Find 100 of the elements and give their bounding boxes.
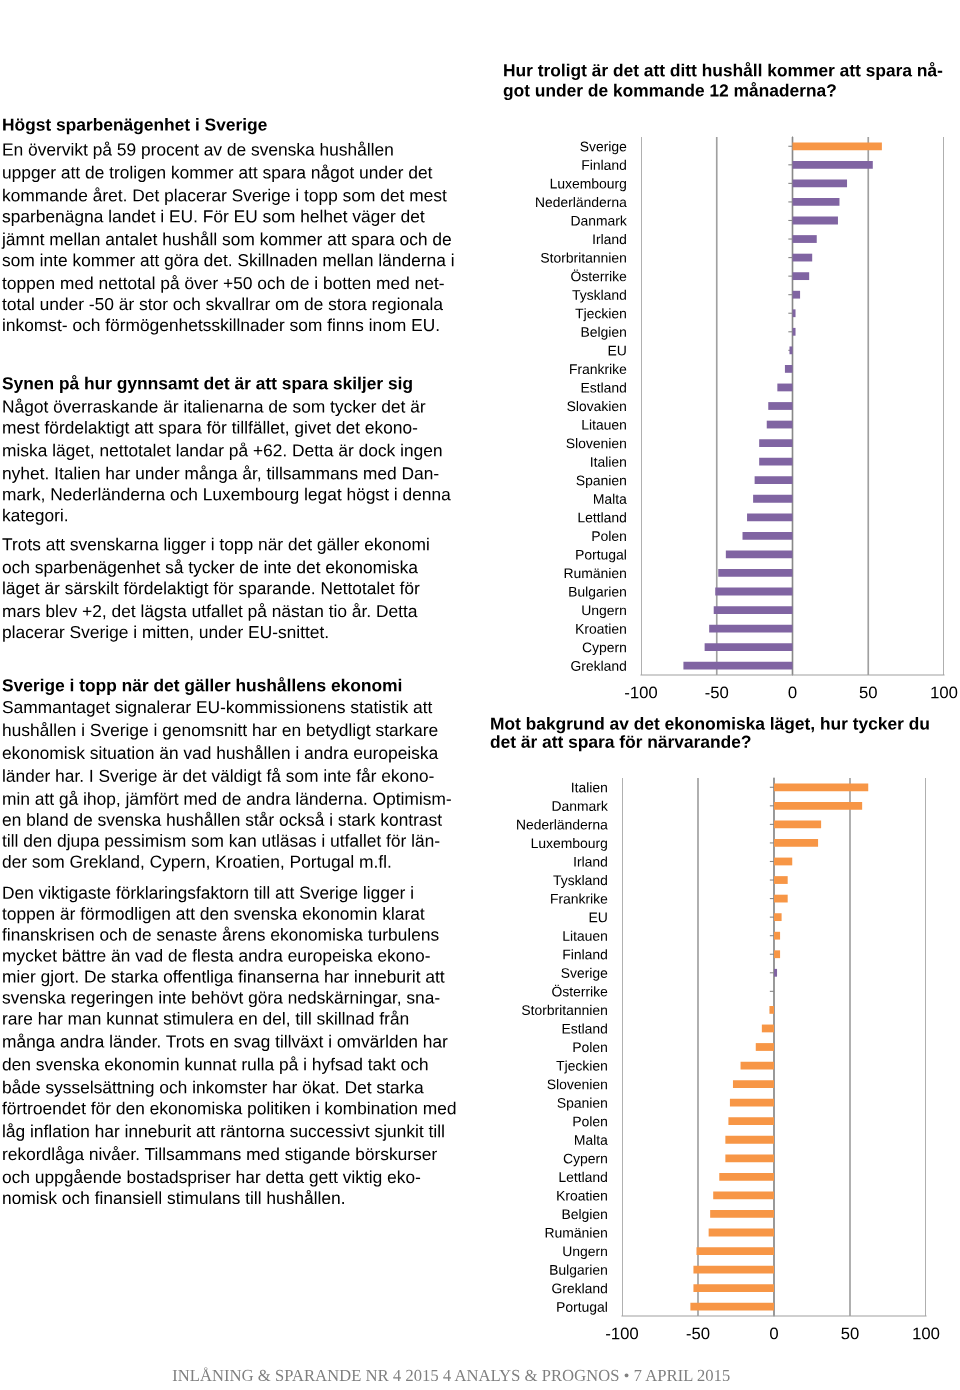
x-tick-label: 0 (788, 686, 797, 699)
y-tick-label: Irland (574, 856, 607, 867)
x-tick-label: -100 (625, 686, 658, 699)
x-tick-label: 0 (770, 1327, 778, 1340)
y-tick-label: Österrike (552, 984, 608, 997)
y-tick-label: Malta (575, 1134, 608, 1145)
bar (755, 1043, 774, 1051)
bar (792, 235, 817, 243)
y-tick-label: Bulgarien (569, 586, 626, 600)
y-tick-label: Polen (573, 1041, 607, 1053)
y-tick-label: Storbritannien (522, 1004, 607, 1016)
text: Synen på hur gynnsamt det är att spara skiljer sig (2, 375, 412, 393)
bar (768, 402, 793, 410)
y-tick-label: Litauen (563, 930, 607, 941)
y-tick-label: Polen (592, 530, 626, 542)
y-tick-label: Tyskland (553, 875, 607, 888)
y-tick-label: Polen (573, 1116, 607, 1127)
bar (725, 1135, 774, 1144)
text: Högst sparbenägenhet i Sverige (3, 118, 267, 135)
y-tick-label: Portugal (557, 1301, 607, 1315)
y-tick-label: Spanien (576, 475, 626, 489)
y-tick-label: Grekland (571, 660, 626, 671)
bar (774, 876, 788, 884)
bar (774, 839, 819, 847)
y-tick-label: Frankrike (570, 363, 627, 375)
text: En övervikt på 59 procent av de svenska hushållen uppger att de troligen kommer att spara något under det kommande året. Det placerar Sverige i topp som det mest sparbenägna landet i EU. För EU som helhet väger det jämnt mellan antalet hushåll som kommer att spara och de som inte kommer att göra det. Skillnaden mellan länderna i toppen med nettotal på över +50 och de i botten med net- total under -50 är stor och skvallrar om de stora regionala inkomst- och förmögenhetsskillnader som finns inom EU. (1, 141, 454, 335)
y-tick-label: Kroatien (557, 1190, 607, 1201)
y-tick-label: Danmark (552, 800, 608, 811)
y-tick-label: Luxembourg (550, 178, 626, 192)
bar (713, 1191, 774, 1200)
y-tick-label: Litauen (582, 419, 626, 430)
y-tick-label: Slovenien (547, 1079, 607, 1090)
y-tick-label: Italien (591, 456, 626, 467)
bar (759, 439, 793, 447)
y-tick-label: Luxembourg (531, 837, 607, 851)
x-tick-label: -50 (686, 1327, 710, 1340)
bar (774, 894, 788, 903)
bar (715, 587, 793, 596)
y-tick-label: Irland (593, 234, 626, 245)
bar (792, 142, 882, 151)
bar (754, 476, 793, 485)
bar (792, 160, 873, 169)
bar (683, 661, 793, 670)
y-tick-label: Malta (594, 493, 627, 504)
bar (690, 1302, 774, 1311)
y-tick-label: Finland (582, 159, 626, 170)
bar (693, 1265, 774, 1274)
text: Något överraskande är italienarna de som tycker det är mest fördelaktigt att spara för tillfället, givet det ekono- miska läget, nettotalet landar på +62. Detta är dock ingen nyhet. Italien har under många år, tillsammans med Dan- mark, Nederländerna och Luxembourg legat högst i denna kategori. (3, 398, 451, 525)
bar (774, 950, 781, 959)
text: INLÅNING & SPARANDE NR 4 2015 4 ANALYS & PROGNOS • 7 APRIL 2015 (172, 1367, 730, 1382)
y-tick-label: Spanien (557, 1097, 607, 1111)
text: Trots att svenskarna ligger i topp när det gäller ekonomi och sparbenägenhet så tycker de inte det ekonomiska läget är särskilt fördelaktigt för sparande. Nettotalet för mars blev +2, det lägsta utfallet på nästan tio år. Detta placerar Sverige i mitten, under EU-snittet. (2, 537, 429, 642)
text: Sammantaget signalerar EU-kommissionens statistik att hushållen i Sverige i genomsnitt har en betydligt starkare ekonomisk situation än vad hushållen i andra europeiska länder har. I Sverige är det väldigt få som inte får ekono- min att gå ihop, jämfört med de andra länderna. Optimism- en bland de svenska hushållen står också i stark kontrast till den djupa pessimism som kan utläsas i utfallet för län- der som Grekland, Cypern, Kroatien, Portugal m.fl. (2, 700, 451, 872)
chart-title: Mot bakgrund av det ekonomiska läget, hur tycker du det är att spara för närvarande? (490, 717, 929, 752)
bar (718, 569, 793, 577)
y-tick-label: Slovakien (567, 400, 626, 412)
bar (792, 272, 810, 281)
y-tick-label: Lettland (578, 512, 626, 523)
bar (792, 253, 813, 262)
bar (774, 820, 822, 829)
y-tick-label: Cypern (582, 642, 626, 656)
y-tick-label: Ungern (563, 1246, 607, 1259)
bar (774, 968, 778, 977)
y-tick-label: Sverige (561, 967, 608, 981)
y-tick-label: Tyskland (572, 289, 626, 303)
y-tick-label: Sverige (580, 141, 627, 155)
y-tick-label: Rumänien (545, 1227, 607, 1238)
bar (759, 457, 793, 466)
bar (774, 801, 863, 810)
bar (792, 309, 796, 318)
chart-title: Hur troligt är det att ditt hushåll kommer att spara nå- got under de kommande 12 månaderna? (503, 62, 943, 101)
bar (792, 290, 801, 299)
text: Sverige i topp när det gäller hushållens ekonomi (2, 677, 402, 695)
bar (732, 1080, 774, 1088)
bar (792, 198, 840, 206)
bar (774, 783, 869, 792)
y-tick-label: Estland (581, 382, 626, 393)
bar (742, 531, 793, 540)
bar (792, 216, 838, 225)
y-tick-label: Italien (572, 782, 607, 793)
y-tick-label: Nederländerna (536, 196, 627, 208)
x-tick-label: 100 (931, 686, 958, 699)
y-tick-label: Österrike (571, 269, 627, 282)
bar (792, 179, 848, 188)
x-tick-label: -100 (606, 1327, 639, 1340)
bar (709, 624, 793, 633)
y-tick-label: Portugal (576, 549, 626, 563)
y-tick-label: Ungern (582, 605, 626, 618)
y-tick-label: Rumänien (564, 567, 626, 579)
bar (729, 1098, 774, 1107)
y-tick-label: Tjeckien (575, 308, 626, 322)
bar (747, 513, 793, 522)
bar (792, 327, 796, 336)
y-tick-label: Storbritannien (541, 252, 626, 263)
y-tick-label: Finland (563, 949, 607, 960)
y-tick-label: Grekland (552, 1283, 607, 1294)
bar (753, 494, 793, 503)
y-tick-label: Kroatien (576, 623, 626, 634)
y-tick-label: EU (608, 345, 626, 356)
y-tick-label: Cypern (563, 1153, 607, 1167)
